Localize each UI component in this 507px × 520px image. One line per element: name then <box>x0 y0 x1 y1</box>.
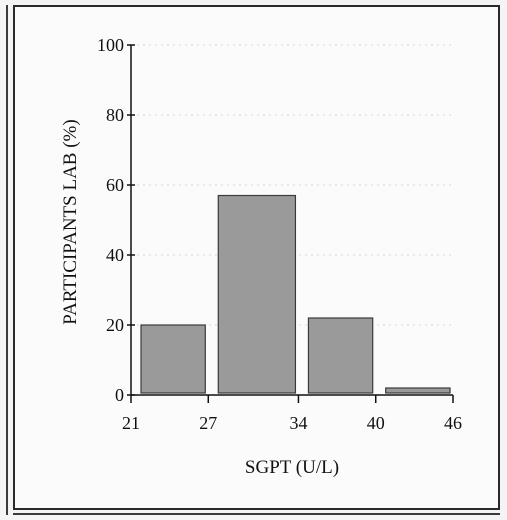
x-tick-label-21: 21 <box>122 413 140 433</box>
histogram-bar-1 <box>140 324 206 394</box>
x-tick-label-34: 34 <box>289 413 307 433</box>
x-tick-label-40: 40 <box>367 413 385 433</box>
bars-layer <box>140 194 451 394</box>
y-tick-label-40: 40 <box>106 245 124 265</box>
histogram-bar-3 <box>307 317 374 394</box>
y-tick-label-60: 60 <box>106 175 124 195</box>
histogram-bar-4 <box>385 387 451 394</box>
bottom-border-rule <box>13 513 500 515</box>
y-tick-label-0: 0 <box>115 385 124 405</box>
left-border-rule <box>6 5 8 515</box>
x-axis-label: SGPT (U/L) <box>245 457 339 478</box>
histogram-bar-2 <box>217 194 297 394</box>
y-tick-label-100: 100 <box>97 35 124 55</box>
y-tick-label-80: 80 <box>106 105 124 125</box>
x-tick-label-46: 46 <box>444 413 462 433</box>
y-tick-label-20: 20 <box>106 315 124 335</box>
y-axis-label: PARTICIPANTS LAB (%) <box>60 119 81 324</box>
x-tick-label-27: 27 <box>199 413 217 433</box>
ticks-layer: 0 20 40 60 80 100 21 27 34 40 46 <box>97 35 462 433</box>
axes-layer <box>130 45 453 396</box>
